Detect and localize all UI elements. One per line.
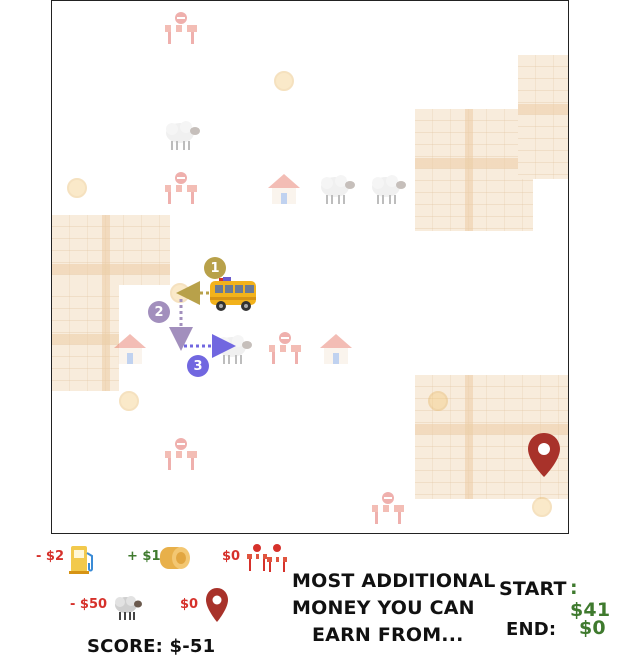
barrier-icon: [165, 172, 197, 204]
question-line-1: MOST ADDITIONAL: [292, 570, 496, 592]
end-value: $0: [579, 617, 606, 639]
start-value: : $41: [570, 577, 611, 621]
destination-pin-icon: [528, 433, 560, 477]
barrier-icon: [165, 12, 197, 44]
question-line-3: EARN FROM...: [312, 624, 464, 646]
end-label: END:: [506, 619, 557, 640]
sheep-icon: [321, 175, 355, 204]
hay-coin: [428, 391, 448, 411]
house-icon: [114, 334, 146, 364]
pin-legend-icon: [206, 588, 228, 622]
hay-coin: [67, 178, 87, 198]
hay-coin: [274, 71, 294, 91]
hay-bale-icon: [160, 547, 190, 569]
wall-block: [52, 285, 119, 391]
sheep-icon: [166, 121, 200, 150]
house-icon: [320, 334, 352, 364]
route-arrows: [169, 281, 236, 358]
sheep-icon: [372, 175, 406, 204]
wall-block: [518, 55, 568, 179]
barrier-icon: [269, 332, 301, 364]
barrier-icon: [372, 492, 404, 524]
wall-block: [415, 109, 533, 231]
legend-sheep-cost: - $50: [70, 597, 108, 612]
hay-coin: [119, 391, 139, 411]
legend-destination-cost: $0: [180, 597, 199, 612]
question-line-2: MONEY YOU CAN: [292, 597, 475, 619]
barrier-icon: [165, 438, 197, 470]
hay-coin: [532, 497, 552, 517]
game-board: 1 2 3: [51, 0, 569, 534]
step-badge-1: 1: [204, 257, 226, 279]
step-badge-2: 2: [148, 301, 170, 323]
score-label: SCORE: $-51: [87, 636, 216, 657]
legend-barrier-cost: $0: [222, 549, 241, 564]
bus-icon: [210, 277, 256, 311]
wall-block: [52, 215, 170, 285]
house-icon: [268, 174, 300, 204]
barrier-pair-icon: [247, 544, 287, 572]
step-badge-3: 3: [187, 355, 209, 377]
legend-gas-cost: - $2: [36, 549, 65, 564]
start-label: START: [499, 578, 567, 600]
legend-hay-reward: + $1: [127, 549, 161, 564]
sheep-legend-icon: [115, 596, 142, 620]
gas-pump-icon: [69, 546, 93, 574]
